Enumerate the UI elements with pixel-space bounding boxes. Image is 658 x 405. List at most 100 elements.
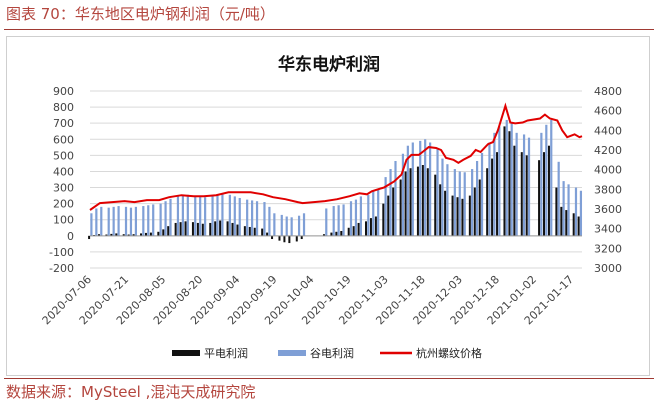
- axes: -200 -100 0 100 200 300 400 500 600 700 800 900 3000…: [40, 85, 622, 327]
- valley-profit-bar: [164, 201, 167, 236]
- flat-profit-bar: [365, 221, 368, 236]
- valley-profit-bar: [233, 196, 236, 236]
- valley-profit-bar: [90, 213, 93, 236]
- valley-profit-bar: [211, 196, 214, 236]
- flat-profit-bar: [444, 190, 447, 236]
- flat-profit-bar: [266, 232, 269, 236]
- valley-profit-bar: [181, 195, 184, 236]
- rebar-price-line: [89, 102, 583, 211]
- flat-profit-bar: [162, 229, 165, 236]
- valley-profit-bar: [429, 142, 432, 236]
- valley-profit-bar: [112, 206, 115, 236]
- valley-profit-bar: [176, 196, 180, 236]
- flat-profit-bar: [503, 126, 506, 236]
- valley-profit-bar: [389, 169, 392, 236]
- flat-profit-bar: [434, 174, 437, 236]
- top-divider: [4, 29, 654, 30]
- y-left-tick-label: 600: [53, 133, 74, 146]
- bars: [88, 119, 583, 244]
- valley-profit-bar: [384, 177, 387, 236]
- y-right-tick-label: 3600: [594, 203, 622, 216]
- flat-profit-bar: [300, 235, 303, 240]
- y-left-tick-label: -100: [49, 246, 74, 259]
- flat-profit-bar: [105, 234, 108, 236]
- valley-profit-bar: [540, 132, 543, 236]
- flat-profit-bar: [439, 184, 442, 236]
- legend-label-price: 杭州螺纹价格: [416, 346, 482, 360]
- flat-profit-bar: [555, 187, 558, 236]
- valley-profit-bar: [342, 204, 345, 236]
- y-right-tick-label: 4200: [594, 144, 622, 157]
- flat-profit-bar: [525, 155, 528, 236]
- valley-profit-bar: [493, 132, 496, 236]
- valley-profit-bar: [124, 206, 128, 236]
- valley-profit-bar: [268, 206, 271, 236]
- valley-profit-bar: [510, 123, 513, 236]
- legend-label-flat: 平电利润: [204, 346, 248, 360]
- valley-profit-bar: [332, 206, 335, 236]
- valley-profit-bar: [349, 201, 353, 236]
- flat-profit-bar: [461, 198, 464, 236]
- valley-profit-bar: [117, 206, 120, 236]
- y-left-tick-label: 300: [53, 182, 74, 195]
- valley-profit-bar: [446, 164, 449, 236]
- valley-profit-bar: [359, 196, 362, 236]
- valley-profit-bar: [107, 207, 110, 236]
- flat-profit-bar: [179, 222, 182, 236]
- flat-profit-bar: [468, 195, 471, 236]
- flat-profit-bar: [538, 160, 541, 236]
- flat-profit-bar: [261, 228, 264, 236]
- flat-profit-bar: [335, 231, 338, 236]
- valley-profit-bar: [354, 199, 358, 236]
- valley-profit-bar: [297, 215, 301, 236]
- y-right-tick-label: 3400: [594, 223, 622, 236]
- y-left-tick-label: -200: [49, 262, 74, 275]
- valley-profit-bar: [290, 217, 293, 236]
- valley-profit-bar: [475, 160, 479, 236]
- valley-profit-bar: [129, 207, 133, 236]
- valley-profit-bar: [372, 191, 375, 236]
- valley-profit-bar: [458, 171, 461, 236]
- flat-profit-bar: [451, 195, 454, 236]
- flat-profit-bar: [122, 234, 125, 236]
- y-left-tick-label: 0: [67, 230, 74, 243]
- valley-profit-bar: [186, 194, 189, 236]
- flat-profit-bar: [399, 179, 402, 236]
- flat-profit-bar: [127, 234, 130, 236]
- valley-profit-bar: [273, 213, 276, 236]
- valley-profit-bar: [574, 187, 578, 236]
- valley-profit-bar: [545, 124, 548, 236]
- valley-profit-bar: [367, 194, 370, 236]
- flat-profit-bar: [115, 233, 118, 236]
- flat-profit-bar: [288, 235, 291, 244]
- legend-swatch-valley: [278, 350, 306, 356]
- valley-profit-bar: [567, 184, 570, 236]
- data-source: 数据来源：MySteel ,混沌天成研究院: [6, 383, 256, 401]
- valley-profit-bar: [228, 194, 231, 236]
- flat-profit-bar: [478, 179, 481, 236]
- valley-profit-bar: [194, 195, 197, 236]
- flat-profit-bar: [236, 224, 239, 236]
- valley-profit-bar: [394, 160, 397, 236]
- valley-profit-bar: [453, 169, 456, 236]
- y-left-tick-label: 500: [53, 149, 74, 162]
- flat-profit-bar: [340, 230, 343, 236]
- flat-profit-bar: [421, 165, 424, 236]
- flat-profit-bar: [496, 152, 499, 236]
- flat-profit-bar: [283, 235, 286, 243]
- flat-profit-bar: [352, 226, 355, 236]
- flat-profit-bar: [473, 187, 476, 236]
- valley-profit-bar: [579, 190, 583, 236]
- flat-profit-bar: [174, 222, 177, 236]
- flat-profit-bar: [513, 145, 516, 236]
- y-right-tick-label: 3200: [594, 242, 622, 255]
- flat-profit-bar: [392, 187, 395, 236]
- y-right-tick-label: 3800: [594, 183, 622, 196]
- flat-profit-bar: [214, 221, 217, 236]
- y-right-tick-label: 4800: [594, 85, 622, 98]
- flat-profit-bar: [253, 227, 256, 236]
- chart-title: 华东电炉利润: [278, 55, 380, 75]
- price-line: [89, 102, 583, 211]
- bottom-divider: [4, 378, 654, 379]
